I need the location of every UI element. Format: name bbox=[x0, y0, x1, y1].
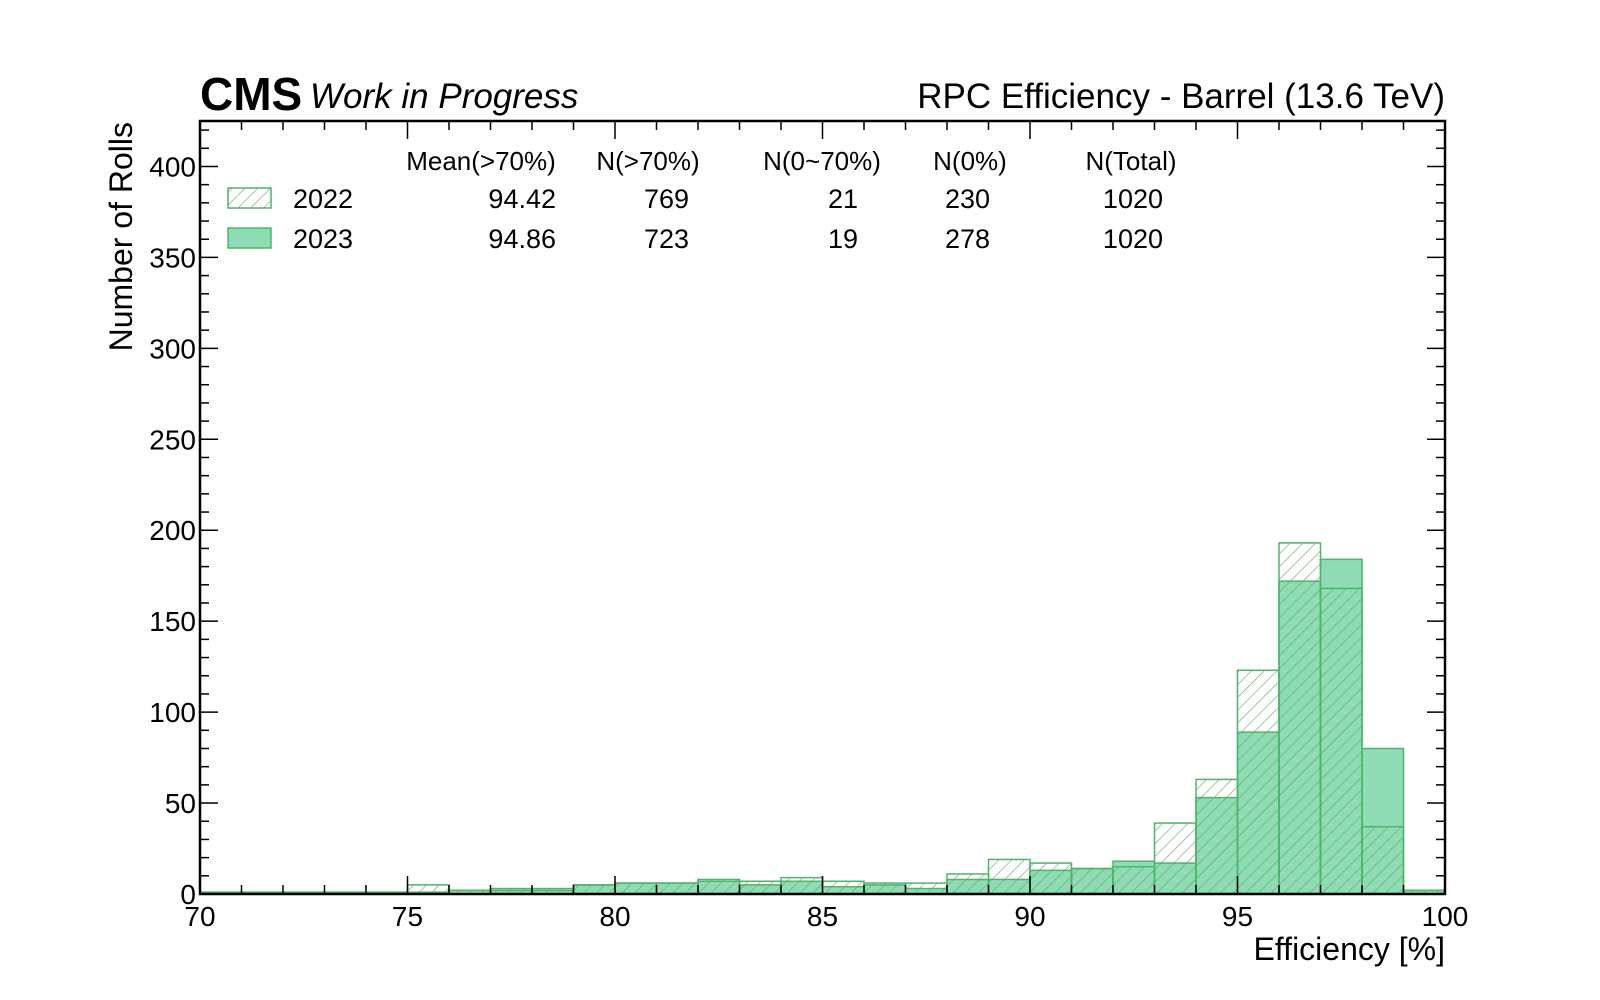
column-header: Mean(>70%) bbox=[406, 146, 556, 176]
stat-value: 21 bbox=[828, 184, 858, 214]
stat-value: 94.86 bbox=[488, 224, 556, 254]
stat-value: 278 bbox=[945, 224, 990, 254]
x-tick-label: 100 bbox=[1422, 901, 1469, 932]
y-tick-label: 350 bbox=[149, 242, 196, 273]
bar-2022 bbox=[1236, 669, 1280, 895]
bar-2022 bbox=[863, 882, 907, 895]
cms-label: CMS bbox=[200, 68, 302, 120]
bar-2022 bbox=[821, 880, 865, 895]
bar-2022 bbox=[1029, 862, 1073, 895]
series-2022-bars bbox=[199, 542, 1446, 895]
x-axis-label: Efficiency [%] bbox=[1254, 931, 1445, 967]
bar-2022 bbox=[904, 882, 948, 895]
x-tick-label: 95 bbox=[1222, 901, 1253, 932]
legend-row-2022: 2022 94.42 769 21 230 1020 bbox=[227, 184, 1163, 214]
y-tick-label: 0 bbox=[180, 879, 196, 910]
bar-2022 bbox=[572, 884, 616, 895]
bar-2022 bbox=[780, 876, 824, 895]
bar-2022 bbox=[1361, 825, 1405, 895]
stat-value: 1020 bbox=[1103, 224, 1163, 254]
y-tick-label: 400 bbox=[149, 151, 196, 182]
stat-value: 19 bbox=[828, 224, 858, 254]
bar-2022 bbox=[1153, 822, 1197, 895]
legend-table: Mean(>70%) N(>70%) N(0~70%) N(0%) N(Tota… bbox=[227, 146, 1177, 254]
bar-2022 bbox=[1195, 778, 1239, 895]
legend-label: 2023 bbox=[293, 224, 353, 254]
bar-2022 bbox=[697, 878, 741, 895]
stat-value: 769 bbox=[644, 184, 689, 214]
stat-value: 723 bbox=[644, 224, 689, 254]
x-tick-label: 70 bbox=[184, 901, 215, 932]
column-header: N(0~70%) bbox=[763, 146, 881, 176]
stat-value: 230 bbox=[945, 184, 990, 214]
stat-value: 1020 bbox=[1103, 184, 1163, 214]
plot-frame bbox=[198, 119, 1447, 896]
legend-label: 2022 bbox=[293, 184, 353, 214]
y-tick-label: 250 bbox=[149, 424, 196, 455]
status-label: Work in Progress bbox=[310, 77, 578, 116]
legend-swatch-hatched bbox=[227, 187, 272, 209]
legend-swatch-filled bbox=[227, 227, 272, 249]
bar-2022 bbox=[946, 873, 990, 895]
bar-2022 bbox=[1070, 867, 1114, 895]
column-header: N(>70%) bbox=[596, 146, 699, 176]
bar-2022 bbox=[1319, 587, 1363, 895]
x-tick-label: 80 bbox=[599, 901, 630, 932]
y-tick-label: 150 bbox=[149, 606, 196, 637]
bar-2022 bbox=[1278, 542, 1322, 895]
stat-value: 94.42 bbox=[488, 184, 556, 214]
x-tick-label: 75 bbox=[392, 901, 423, 932]
y-tick-label: 50 bbox=[165, 788, 196, 819]
bar-2022 bbox=[614, 882, 658, 895]
x-tick-label: 90 bbox=[1014, 901, 1045, 932]
y-tick-label: 300 bbox=[149, 333, 196, 364]
column-header: N(Total) bbox=[1085, 146, 1176, 176]
legend-row-2023: 2023 94.86 723 19 278 1020 bbox=[227, 224, 1163, 254]
bar-2022 bbox=[738, 880, 782, 895]
bar-2022 bbox=[655, 882, 699, 895]
plot-title: RPC Efficiency - Barrel (13.6 TeV) bbox=[917, 77, 1445, 116]
bar-2022 bbox=[987, 858, 1031, 895]
bar-2022 bbox=[1112, 865, 1156, 895]
x-tick-label: 85 bbox=[807, 901, 838, 932]
bar-2022 bbox=[406, 884, 450, 895]
y-tick-label: 100 bbox=[149, 697, 196, 728]
y-axis-label: Number of Rolls bbox=[103, 122, 139, 351]
x-axis-tick-labels: 70 75 80 85 90 95 100 bbox=[184, 901, 1468, 932]
y-tick-label: 200 bbox=[149, 515, 196, 546]
axis-ticks bbox=[199, 121, 1446, 895]
legend-header-row: Mean(>70%) N(>70%) N(0~70%) N(0%) N(Tota… bbox=[406, 146, 1176, 176]
y-axis-tick-labels: 0 50 100 150 200 250 300 350 400 bbox=[149, 151, 196, 910]
column-header: N(0%) bbox=[933, 146, 1007, 176]
